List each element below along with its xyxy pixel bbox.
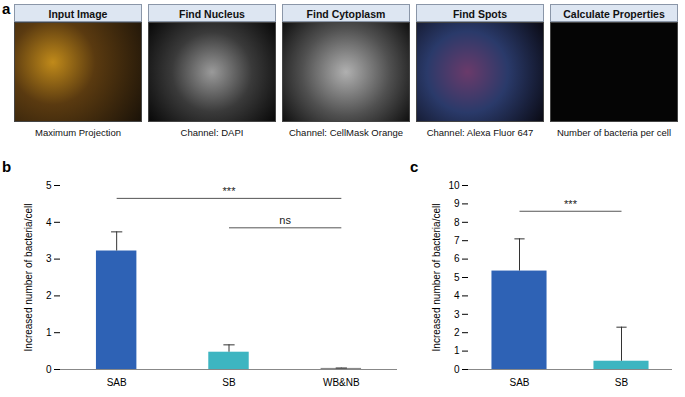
svg-text:8: 8 — [454, 217, 460, 228]
svg-text:ns: ns — [279, 214, 291, 226]
html-text:Find Nucleus: Find Nucleus — [179, 8, 245, 20]
svg-text:3: 3 — [454, 309, 460, 320]
svg-text:***: *** — [223, 185, 237, 197]
svg-text:Increased number of bacteria/c: Increased number of bacteria/cell — [431, 204, 442, 352]
html-text:a: a — [2, 0, 11, 17]
svg-text:1: 1 — [454, 345, 460, 356]
svg-text:SB: SB — [615, 377, 629, 388]
svg-text:0: 0 — [454, 364, 460, 375]
svg-text:5: 5 — [454, 272, 460, 283]
svg-text:7: 7 — [454, 235, 460, 246]
html-text:Channel: DAPI: Channel: DAPI — [180, 127, 244, 138]
svg-text:WB&NB: WB&NB — [323, 377, 360, 388]
html-text:b: b — [2, 158, 12, 175]
html-text:Channel: CellMask Orange: Channel: CellMask Orange — [289, 127, 403, 138]
svg-text:SAB: SAB — [509, 377, 529, 388]
svg-text:5: 5 — [46, 180, 52, 191]
svg-text:2: 2 — [46, 290, 52, 301]
svg-text:2: 2 — [454, 327, 460, 338]
html-text:Input Image: Input Image — [48, 8, 108, 20]
svg-text:3: 3 — [46, 253, 52, 264]
svg-text:SB: SB — [222, 377, 236, 388]
html-text:Number of bacteria per cell: Number of bacteria per cell — [557, 127, 671, 138]
svg-text:6: 6 — [454, 253, 460, 264]
svg-text:Increased number of bacteria/c: Increased number of bacteria/cell — [23, 204, 34, 352]
html-text:Calculate Properties: Calculate Properties — [563, 8, 665, 20]
html-text:Find Cytoplasm: Find Cytoplasm — [306, 8, 386, 20]
svg-text:***: *** — [564, 198, 578, 210]
svg-text:SAB: SAB — [107, 377, 127, 388]
svg-text:4: 4 — [454, 290, 460, 301]
html-text:Channel: Alexa Fluor 647: Channel: Alexa Fluor 647 — [426, 127, 534, 138]
html-text:c: c — [410, 158, 419, 175]
svg-text:4: 4 — [46, 217, 52, 228]
html-text:Maximum Projection: Maximum Projection — [35, 127, 121, 138]
html-text:Find Spots: Find Spots — [452, 8, 508, 20]
svg-text:9: 9 — [454, 198, 460, 209]
svg-text:0: 0 — [46, 364, 52, 375]
svg-text:10: 10 — [448, 180, 460, 191]
svg-text:1: 1 — [46, 327, 52, 338]
